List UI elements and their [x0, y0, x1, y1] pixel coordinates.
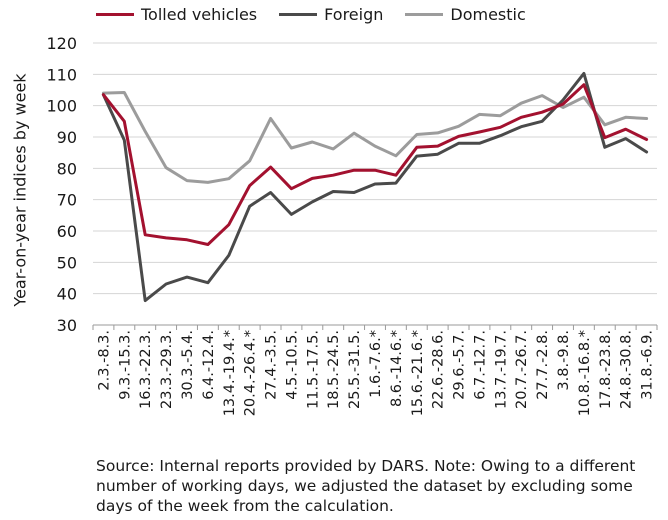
x-tick-label: 29.6.-5.7.: [452, 330, 468, 400]
x-tick-label: 18.5.-24.5.: [326, 330, 342, 409]
x-tick-label: 17.8.-23.8.: [598, 330, 614, 409]
x-tick-label: 13.7.-19.7.: [493, 330, 509, 409]
x-tick-label: 25.5.-31.5.: [347, 330, 363, 409]
y-tick-label: 50: [57, 253, 77, 272]
x-tick-label: 9.3.-15.3.: [117, 330, 133, 400]
y-tick-label: 120: [46, 34, 77, 53]
x-tick-label: 11.5.-17.5.: [305, 330, 321, 409]
x-tick-label: 16.3.-22.3.: [138, 330, 154, 409]
series-line-tolled-vehicles: [101, 83, 649, 246]
x-tick-label: 6.4.-12.4.: [201, 330, 217, 400]
legend-swatch-domestic: [405, 13, 444, 16]
x-tick-label: 31.8.-6.9.: [640, 330, 656, 400]
x-tick-label: 20.4.-26.4.*: [243, 330, 259, 416]
x-tick-label: 1.6.-7.6.*: [368, 330, 384, 398]
x-tick-label: 27.4.-3.5.: [264, 330, 280, 400]
legend-item-domestic: Domestic: [405, 5, 526, 24]
y-tick-label: 30: [57, 316, 77, 335]
x-tick-label: 4.5.-10.5.: [284, 330, 300, 400]
source-note: Source: Internal reports provided by DAR…: [96, 457, 636, 515]
legend-label-domestic: Domestic: [450, 5, 526, 24]
x-tick-label: 27.7.-2.8.: [535, 330, 551, 400]
y-tick-label: 40: [57, 285, 77, 304]
x-tick-label: 24.8.-30.8.: [619, 330, 635, 409]
x-tick-label: 2.3.-8.3.: [96, 330, 112, 391]
y-tick-label: 90: [57, 128, 77, 147]
series-line-domestic: [101, 91, 649, 184]
x-tick-label: 6.7.-12.7.: [472, 330, 488, 400]
legend-swatch-foreign: [279, 13, 318, 16]
x-tick-label: 10.8.-16.8.*: [577, 330, 593, 416]
x-tick-label: 3.8.-9.8.: [556, 330, 572, 391]
y-tick-label: 80: [57, 159, 77, 178]
x-tick-label: 20.7.-26.7.: [514, 330, 530, 409]
legend-item-foreign: Foreign: [279, 5, 383, 24]
x-tick-label: 23.3.-29.3.: [159, 330, 175, 409]
x-tick-label: 8.6.-14.6.*: [389, 330, 405, 407]
legend-swatch-tolled: [96, 13, 134, 16]
legend-label-foreign: Foreign: [324, 5, 384, 24]
legend-item-tolled: Tolled vehicles: [96, 5, 257, 24]
x-tick-label: 13.4.-19.4.*: [222, 330, 238, 416]
x-tick-label: 22.6.-28.6.: [431, 330, 447, 409]
y-tick-label: 110: [46, 65, 77, 84]
y-tick-label: 60: [57, 222, 77, 241]
x-tick-label: 30.3.-5.4.: [180, 330, 196, 400]
y-tick-label: 70: [57, 191, 77, 210]
y-tick-label: 100: [46, 97, 77, 116]
legend-label-tolled: Tolled vehicles: [141, 5, 258, 24]
chart-legend: Tolled vehicles Foreign Domestic: [96, 5, 548, 24]
x-tick-label: 15.6.-21.6.*: [410, 330, 426, 416]
